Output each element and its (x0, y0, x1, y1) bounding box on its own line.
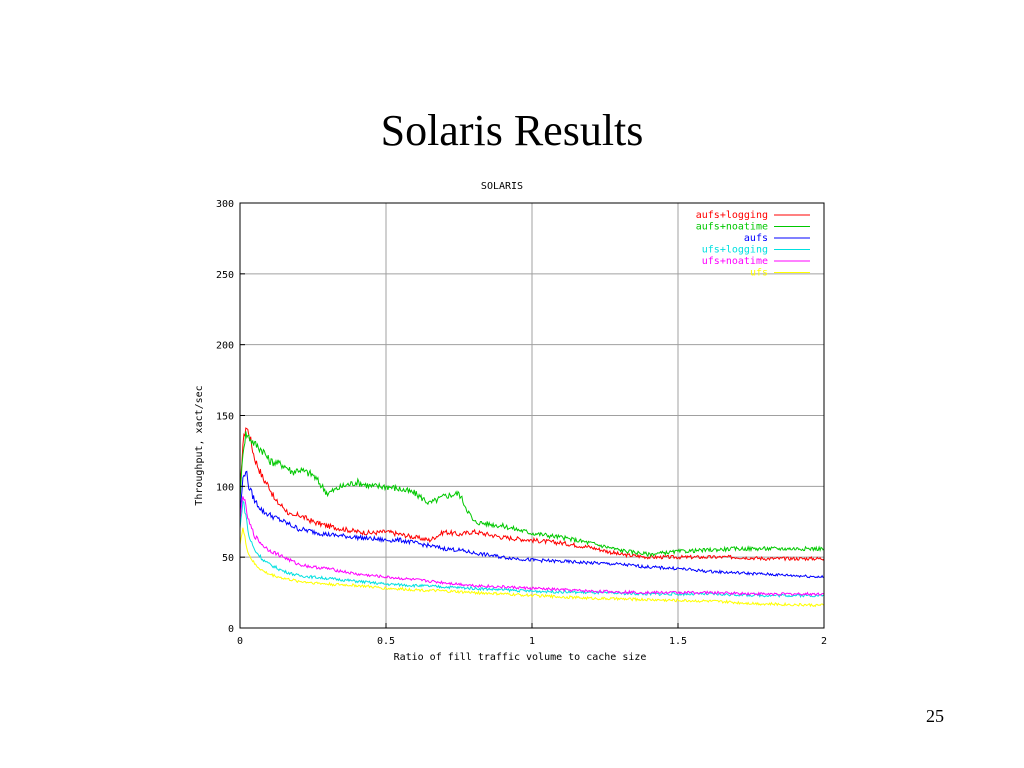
series-line-aufs-noatime (239, 431, 825, 558)
legend-label: ufs+logging (702, 245, 768, 256)
series-line-ufs-noatime (239, 496, 825, 597)
x-tick-label: 1.5 (669, 636, 687, 647)
legend-label: aufs+logging (696, 210, 768, 221)
slide-number: 25 (926, 706, 944, 726)
y-tick-label: 150 (216, 412, 234, 423)
x-axis-label: Ratio of fill traffic volume to cache si… (394, 652, 647, 663)
chart-ticks: 0 0.5 1 1.5 2 0 50 100 150 200 250 300 (216, 199, 827, 647)
series-line-aufs (239, 470, 825, 579)
y-tick-label: 300 (216, 199, 234, 210)
legend-label: aufs (744, 233, 768, 244)
y-axis-label: Throughput, xact/sec (194, 385, 205, 505)
series-line-ufs-logging (239, 499, 824, 598)
chart-series (239, 427, 825, 608)
x-tick-label: 2 (821, 636, 827, 647)
chart-title: SOLARIS (481, 181, 523, 192)
slide-title: Solaris Results (380, 106, 644, 155)
line-chart: 0 0.5 1 1.5 2 0 50 100 150 200 250 300 aufs+logging… (194, 181, 827, 663)
chart-grid (240, 203, 824, 628)
y-tick-label: 50 (222, 553, 234, 564)
x-tick-label: 1 (529, 636, 535, 647)
legend-label: aufs+noatime (696, 222, 768, 233)
x-tick-label: 0.5 (377, 636, 395, 647)
x-tick-label: 0 (237, 636, 243, 647)
legend-label: ufs+noatime (702, 256, 768, 267)
y-tick-label: 100 (216, 482, 234, 493)
y-tick-label: 0 (228, 624, 234, 635)
y-tick-label: 250 (216, 270, 234, 281)
chart-legend: aufs+loggingaufs+noatimeaufsufs+loggingu… (696, 210, 810, 279)
legend-label: ufs (750, 268, 768, 279)
series-line-aufs-logging (239, 427, 825, 562)
series-line-ufs (239, 527, 825, 608)
y-tick-label: 200 (216, 341, 234, 352)
